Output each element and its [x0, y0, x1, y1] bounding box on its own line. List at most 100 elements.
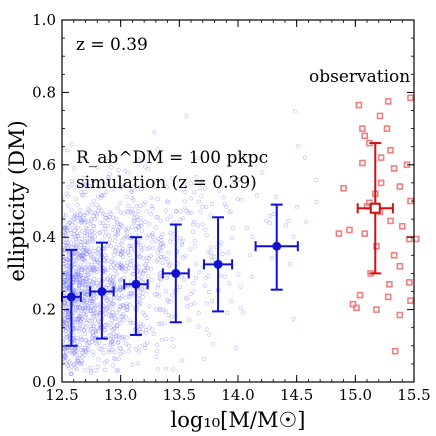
cloud-point	[112, 234, 117, 239]
cloud-point	[63, 224, 68, 230]
cloud-point	[130, 258, 135, 263]
cloud-point	[184, 209, 189, 214]
cloud-point	[72, 255, 77, 260]
cloud-point	[62, 274, 67, 280]
cloud-point	[96, 357, 101, 362]
cloud-point	[89, 271, 94, 276]
cloud-point	[118, 320, 123, 325]
observation-point	[383, 125, 391, 132]
simulation-bin-marker	[213, 259, 223, 269]
cloud-point	[74, 305, 79, 310]
cloud-point	[148, 212, 154, 217]
cloud-point	[62, 350, 65, 355]
cloud-point	[83, 314, 88, 319]
x-tick-label: 14.0	[221, 386, 254, 404]
cloud-point	[94, 281, 99, 286]
cloud-point	[163, 289, 169, 294]
cloud-point	[198, 186, 203, 191]
cloud-point	[229, 299, 234, 304]
cloud-point	[156, 257, 161, 262]
cloud-point	[151, 246, 156, 251]
cloud-point	[136, 240, 141, 245]
cloud-point	[192, 301, 197, 306]
cloud-point	[93, 328, 98, 334]
cloud-point	[88, 368, 94, 373]
cloud-point	[186, 210, 191, 215]
cloud-point	[163, 309, 168, 314]
cloud-point	[91, 324, 96, 329]
cloud-point	[74, 231, 79, 236]
cloud-point	[168, 315, 173, 320]
cloud-point	[62, 230, 67, 235]
cloud-point	[88, 252, 93, 257]
cloud-point	[96, 184, 102, 189]
cloud-point	[171, 367, 176, 372]
cloud-point	[88, 233, 93, 238]
cloud-point	[254, 193, 259, 198]
cloud-point	[124, 301, 129, 306]
cloud-point	[153, 292, 158, 297]
y-tick-label: 0.4	[32, 228, 56, 246]
cloud-point	[181, 238, 186, 243]
cloud-point	[89, 203, 94, 208]
cloud-point	[129, 246, 134, 252]
cloud-point	[85, 210, 90, 216]
cloud-point	[154, 239, 159, 244]
cloud-point	[125, 250, 130, 255]
cloud-point	[90, 267, 96, 272]
cloud-point	[89, 228, 94, 233]
cloud-point	[65, 263, 70, 268]
cloud-point	[131, 185, 136, 190]
cloud-point	[65, 334, 70, 339]
y-tick-label: 0.8	[32, 83, 56, 101]
cloud-point	[125, 260, 130, 265]
cloud-point	[117, 200, 123, 205]
cloud-point	[62, 357, 66, 362]
observation-point	[405, 279, 413, 286]
cloud-point	[90, 299, 96, 304]
cloud-point	[85, 240, 90, 245]
cloud-point	[225, 310, 230, 316]
cloud-point	[95, 364, 100, 369]
cloud-point	[74, 339, 80, 344]
cloud-point	[124, 195, 129, 200]
observation-point	[407, 297, 414, 304]
axis-ticks: 12.5 13.0 13.5 14.0 14.5 15.0 15.5 0.0 0.2 0.4 0.6…	[32, 11, 431, 404]
cloud-point	[239, 198, 244, 203]
observation-point	[398, 223, 406, 230]
cloud-point	[198, 209, 203, 214]
cloud-point	[209, 299, 215, 304]
cloud-point	[121, 334, 126, 340]
cloud-point	[120, 254, 126, 260]
cloud-point	[140, 290, 146, 296]
cloud-point	[105, 181, 110, 186]
cloud-point	[111, 341, 116, 347]
cloud-point	[141, 256, 146, 261]
cloud-point	[141, 243, 146, 248]
cloud-point	[103, 229, 108, 234]
cloud-point	[144, 340, 150, 345]
cloud-point	[66, 268, 71, 273]
cloud-point	[139, 228, 144, 233]
cloud-point	[303, 220, 309, 225]
cloud-point	[76, 286, 81, 291]
cloud-point	[250, 274, 255, 280]
cloud-point	[139, 275, 144, 280]
cloud-point	[107, 215, 112, 220]
cloud-point	[98, 195, 103, 200]
cloud-point	[94, 341, 99, 346]
cloud-point	[118, 210, 123, 215]
cloud-point	[92, 306, 97, 311]
cloud-point	[191, 289, 196, 294]
cloud-point	[109, 280, 114, 285]
cloud-point	[144, 209, 149, 214]
cloud-point	[107, 237, 112, 242]
cloud-point	[95, 165, 100, 170]
cloud-point	[118, 346, 123, 351]
cloud-point	[98, 220, 103, 225]
cloud-point	[204, 233, 209, 238]
cloud-point	[184, 295, 189, 300]
cloud-point	[209, 254, 214, 259]
cloud-point	[71, 362, 77, 367]
cloud-point	[107, 303, 112, 308]
